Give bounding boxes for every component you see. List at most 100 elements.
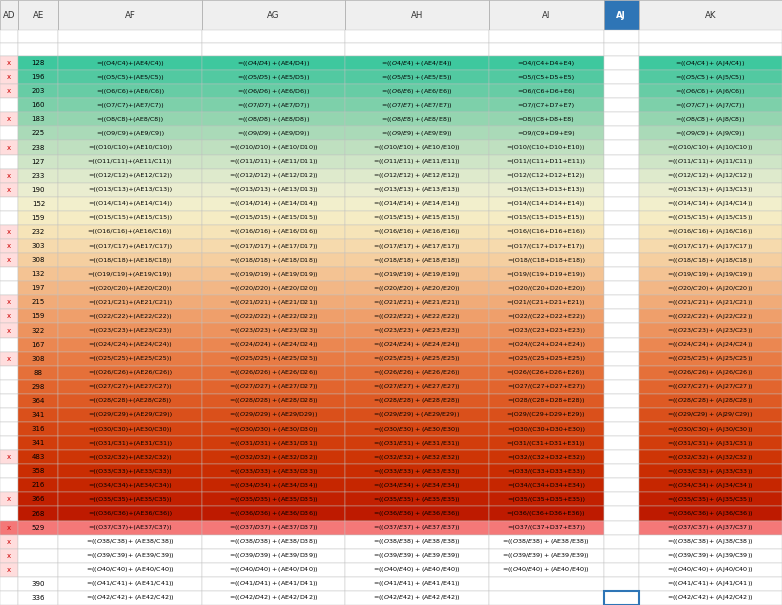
- Bar: [345, 365, 489, 380]
- Text: =(($O18/E18)+($AE18/E18)): =(($O18/E18)+($AE18/E18)): [373, 256, 461, 264]
- Bar: [202, 84, 345, 98]
- Text: 167: 167: [31, 342, 45, 348]
- Bar: [489, 253, 604, 267]
- Bar: [59, 520, 202, 535]
- Text: 322: 322: [32, 327, 45, 333]
- Bar: [0, 126, 18, 140]
- Text: x: x: [7, 243, 11, 249]
- Bar: [489, 126, 604, 140]
- Bar: [202, 225, 345, 239]
- Text: =(($O36/E36)+($AE36/E36)): =(($O36/E36)+($AE36/E36)): [373, 509, 461, 518]
- Text: =(($O40/C40)+($AE40/C40)): =(($O40/C40)+($AE40/C40)): [86, 565, 174, 574]
- Text: =(($O21/C21)+($AJ21/C21)): =(($O21/C21)+($AJ21/C21)): [667, 298, 754, 307]
- Text: =(($O4/E4)+($AE4/E4)): =(($O4/E4)+($AE4/E4)): [381, 59, 453, 68]
- Bar: [18, 492, 59, 506]
- Bar: [345, 267, 489, 281]
- Bar: [639, 126, 782, 140]
- Text: =O9/(C9+D9+E9): =O9/(C9+D9+E9): [517, 131, 575, 136]
- Bar: [604, 450, 639, 464]
- Bar: [202, 394, 345, 408]
- Text: =((O6/C6)+(AE6/C6)): =((O6/C6)+(AE6/C6)): [96, 89, 164, 94]
- Bar: [639, 450, 782, 464]
- Bar: [639, 352, 782, 365]
- Bar: [18, 140, 59, 154]
- Bar: [18, 520, 59, 535]
- Bar: [18, 70, 59, 84]
- Bar: [345, 479, 489, 492]
- Bar: [489, 422, 604, 436]
- Text: =(($O16/C16)+($AJ16/C16)): =(($O16/C16)+($AJ16/C16)): [667, 227, 754, 237]
- Bar: [604, 43, 639, 56]
- Bar: [489, 0, 604, 30]
- Bar: [345, 154, 489, 169]
- Bar: [202, 408, 345, 422]
- Text: =(($O41/C41)+($AE41/C41)): =(($O41/C41)+($AE41/C41)): [86, 580, 174, 589]
- Bar: [0, 267, 18, 281]
- Bar: [639, 436, 782, 450]
- Bar: [604, 324, 639, 338]
- Bar: [604, 56, 639, 70]
- Text: 197: 197: [31, 286, 45, 291]
- Text: AG: AG: [267, 10, 280, 19]
- Text: =(($O13/C13)+($AJ13/C13)): =(($O13/C13)+($AJ13/C13)): [667, 185, 754, 194]
- Text: =(O27/(C27+D27+E27)): =(O27/(C27+D27+E27)): [507, 384, 585, 389]
- Bar: [59, 577, 202, 591]
- Text: =(($O40/E40)+($AE40/E40)): =(($O40/E40)+($AE40/E40)): [373, 565, 461, 574]
- Text: =(($O15/D15)+($AE15/D15)): =(($O15/D15)+($AE15/D15)): [228, 214, 318, 223]
- Bar: [202, 577, 345, 591]
- Bar: [18, 197, 59, 211]
- Bar: [604, 140, 639, 154]
- Text: 358: 358: [31, 468, 45, 474]
- Bar: [604, 183, 639, 197]
- Bar: [18, 98, 59, 113]
- Bar: [202, 520, 345, 535]
- Bar: [202, 197, 345, 211]
- Text: =(O25/(C25+D25+E25)): =(O25/(C25+D25+E25)): [507, 356, 585, 361]
- Text: 183: 183: [31, 116, 45, 122]
- Bar: [202, 535, 345, 549]
- Text: =(($O5/E5)+($AE5/E5)): =(($O5/E5)+($AE5/E5)): [381, 73, 453, 82]
- Text: =((O30/C30)+(AE30/C30)): =((O30/C30)+(AE30/C30)): [88, 427, 172, 431]
- Bar: [18, 183, 59, 197]
- Bar: [345, 563, 489, 577]
- Bar: [345, 324, 489, 338]
- Bar: [489, 520, 604, 535]
- Text: =((O33/C33)+(AE33/C33)): =((O33/C33)+(AE33/C33)): [88, 469, 172, 474]
- Text: =(($O41/C41)+($AJ41/C41)): =(($O41/C41)+($AJ41/C41)): [667, 580, 754, 589]
- Text: =(O30/(C30+D30+E30)): =(O30/(C30+D30+E30)): [507, 427, 585, 431]
- Text: =(O23/(C23+D23+E23)): =(O23/(C23+D23+E23)): [507, 328, 585, 333]
- Text: x: x: [7, 257, 11, 263]
- Bar: [604, 84, 639, 98]
- Text: AK: AK: [705, 10, 716, 19]
- Text: =(($O14/E14)+($AE14/E14)): =(($O14/E14)+($AE14/E14)): [373, 199, 461, 208]
- Bar: [639, 492, 782, 506]
- Text: =(($O42/D42)+($AE42/D42)): =(($O42/D42)+($AE42/D42)): [228, 594, 318, 603]
- Text: 238: 238: [31, 145, 45, 151]
- Text: =(O15/(C15+D15+E15)): =(O15/(C15+D15+E15)): [507, 215, 585, 220]
- Bar: [639, 380, 782, 394]
- Bar: [202, 479, 345, 492]
- Text: =((O37/C37)+(AE37/C37)): =((O37/C37)+(AE37/C37)): [88, 525, 172, 530]
- Text: x: x: [7, 567, 11, 573]
- Bar: [18, 408, 59, 422]
- Text: =(O26/(C26+D26+E26)): =(O26/(C26+D26+E26)): [507, 370, 585, 375]
- Text: =(O18/(C18+D18+E18)): =(O18/(C18+D18+E18)): [507, 258, 585, 263]
- Bar: [604, 338, 639, 352]
- Text: =((O12/C12)+(AE12/C12)): =((O12/C12)+(AE12/C12)): [88, 173, 172, 178]
- Text: =(O10/(C10+D10+E10)): =(O10/(C10+D10+E10)): [507, 145, 585, 150]
- Bar: [604, 154, 639, 169]
- Text: =((O4/C4)+(AE4/C4)): =((O4/C4)+(AE4/C4)): [96, 60, 164, 65]
- Bar: [0, 464, 18, 479]
- Bar: [604, 563, 639, 577]
- Bar: [202, 563, 345, 577]
- Text: =(($O22/E22)+($AE22/E22)): =(($O22/E22)+($AE22/E22)): [373, 312, 461, 321]
- Text: =(($O11/E11)+($AE11/E11)): =(($O11/E11)+($AE11/E11)): [373, 157, 461, 166]
- Text: =(($O40/D40)+($AE40/D40)): =(($O40/D40)+($AE40/D40)): [228, 565, 318, 574]
- Text: 308: 308: [31, 257, 45, 263]
- Text: x: x: [7, 553, 11, 559]
- Text: =((O14/C14)+(AE14/C14)): =((O14/C14)+(AE14/C14)): [88, 201, 172, 206]
- Text: =(($O29/E29)+($AE29/E29)): =(($O29/E29)+($AE29/E29)): [373, 410, 461, 419]
- Text: 203: 203: [31, 88, 45, 94]
- Bar: [639, 169, 782, 183]
- Bar: [202, 506, 345, 520]
